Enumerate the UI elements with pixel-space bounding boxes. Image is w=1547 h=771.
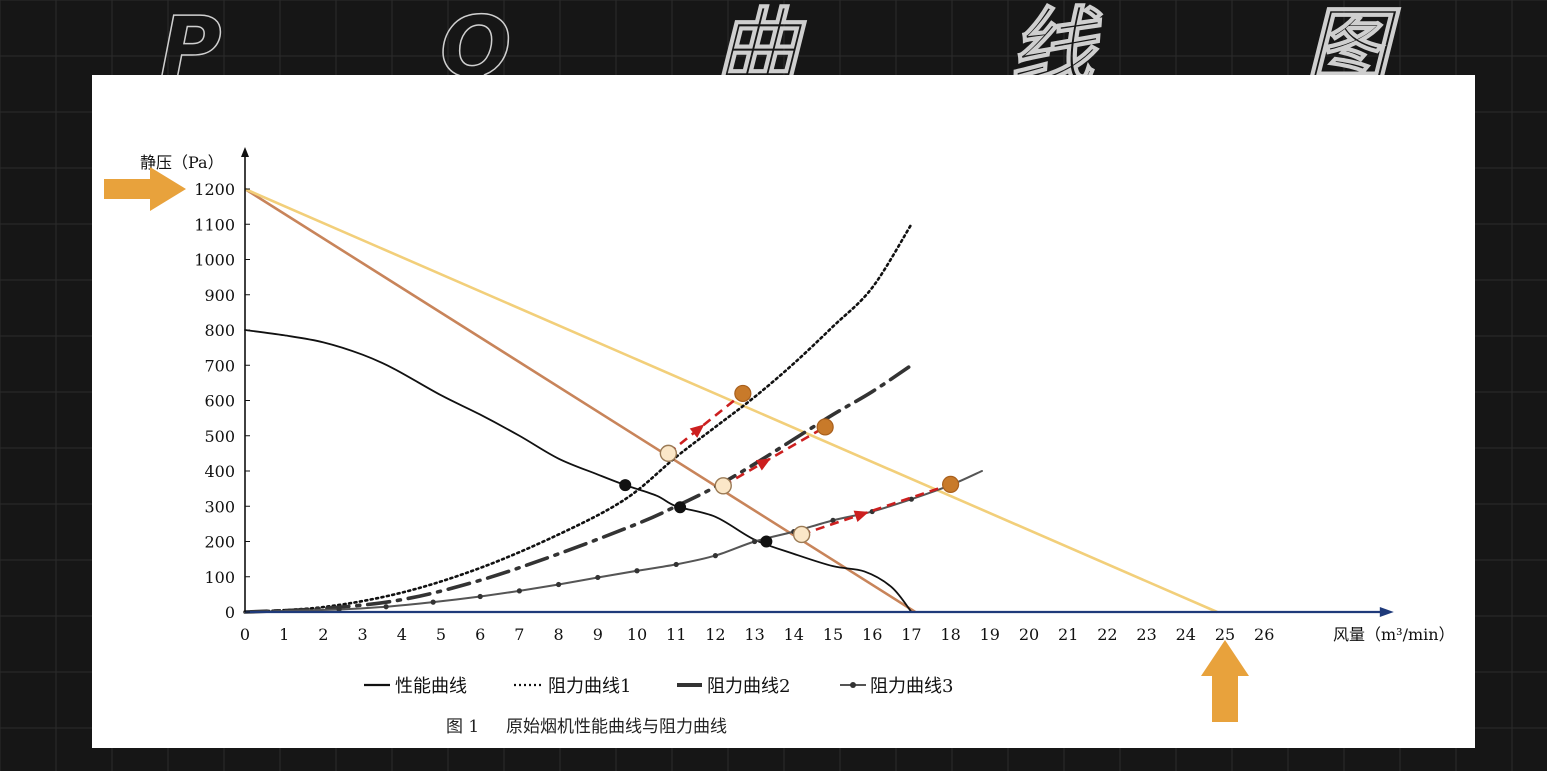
y-axis-arrowhead bbox=[241, 147, 249, 157]
x-tick-label: 9 bbox=[593, 625, 603, 644]
y-tick-label: 600 bbox=[204, 392, 235, 411]
x-axis-label: 风量（m³/min） bbox=[1333, 625, 1455, 644]
banner-char: Q bbox=[439, 0, 512, 75]
legend-label-3: 阻力曲线2 bbox=[707, 676, 790, 697]
x-tick-label: 3 bbox=[358, 625, 368, 644]
legend-label-1: 性能曲线 bbox=[395, 676, 467, 697]
y-tick-label: 1100 bbox=[194, 215, 235, 234]
series-3-marker bbox=[752, 538, 758, 545]
y-tick-label: 1000 bbox=[194, 251, 235, 270]
x-axis-arrowhead bbox=[1379, 607, 1394, 617]
x-tick-label: 0 bbox=[240, 625, 250, 644]
y-tick-label: 0 bbox=[225, 603, 235, 622]
legend-label-4: 阻力曲线3 bbox=[870, 676, 953, 697]
shifted-start-point bbox=[714, 477, 732, 495]
banner-char: 图 bbox=[1304, 0, 1390, 75]
shifted-start-point bbox=[792, 525, 811, 544]
series-3-marker bbox=[430, 599, 436, 605]
figure-panel: 0 1 2 3 4 5 6 7 8 9 10 11 12 13 14 15 16 17 18 19 20 21 22 23 24… bbox=[92, 75, 1475, 748]
y-tick-label: 1200 bbox=[194, 180, 235, 199]
series-3-marker bbox=[830, 517, 836, 523]
x-tick-label: 18 bbox=[940, 625, 960, 644]
y-tick-label: 200 bbox=[204, 533, 235, 552]
shifted-start-point bbox=[659, 444, 678, 463]
y-tick-label: 100 bbox=[204, 568, 235, 587]
y-tick-label: 800 bbox=[204, 321, 235, 340]
figure-caption: 原始烟机性能曲线与阻力曲线 bbox=[506, 717, 727, 737]
x-tick-label: 8 bbox=[554, 625, 564, 644]
x-tick-label: 7 bbox=[514, 625, 524, 644]
y-tick-label: 900 bbox=[204, 286, 235, 305]
shift-arrow-line bbox=[667, 392, 744, 455]
x-tick-label: 21 bbox=[1058, 625, 1078, 644]
figure-number: 图 1 bbox=[446, 717, 479, 737]
series-line-1 bbox=[244, 329, 913, 613]
series-line-3 bbox=[243, 363, 914, 614]
x-tick-label: 5 bbox=[436, 625, 446, 644]
banner-char: P bbox=[159, 0, 222, 75]
series-line-4 bbox=[244, 470, 983, 613]
shift-arrow-head bbox=[689, 424, 705, 438]
series-3-marker bbox=[634, 568, 640, 574]
legend: 性能曲线 阻力曲线1 阻力曲线2 阻力曲线3 bbox=[364, 676, 953, 697]
legend-label-2: 阻力曲线1 bbox=[548, 676, 631, 697]
x-tick-label: 15 bbox=[823, 625, 843, 644]
banner-char: 曲 bbox=[714, 0, 800, 75]
series-line-2 bbox=[243, 222, 913, 614]
series-3-marker bbox=[712, 553, 719, 559]
x-tick-label: 13 bbox=[744, 625, 764, 644]
title-banner: P Q 曲 线 图 bbox=[0, 0, 1547, 75]
shift-arrow-line bbox=[722, 425, 826, 487]
x-tick-label: 12 bbox=[705, 625, 725, 644]
operating-point bbox=[619, 479, 632, 492]
x-tick-label: 23 bbox=[1136, 625, 1156, 644]
x-tick-label: 22 bbox=[1097, 625, 1117, 644]
series-3-marker bbox=[595, 574, 601, 581]
banner-char: 线 bbox=[1009, 0, 1095, 75]
y-tick-label: 300 bbox=[204, 497, 235, 516]
series-3-marker bbox=[908, 496, 915, 502]
new-operating-point bbox=[734, 384, 752, 403]
x-tick-label: 19 bbox=[980, 625, 1000, 644]
operating-point bbox=[760, 535, 773, 548]
x-tick-label: 24 bbox=[1176, 625, 1196, 644]
series-3-marker bbox=[383, 604, 389, 610]
series-3-marker bbox=[516, 588, 522, 594]
x-tick-label: 26 bbox=[1254, 625, 1274, 644]
x-tick-label: 1 bbox=[279, 625, 289, 644]
series-3-marker bbox=[336, 606, 342, 613]
x-tick-label: 16 bbox=[862, 625, 882, 644]
pq-chart: 0 1 2 3 4 5 6 7 8 9 10 11 12 13 14 15 16 17 18 19 20 21 22 23 24… bbox=[140, 147, 1455, 737]
shift-arrow-head bbox=[853, 510, 869, 523]
y-axis-label: 静压（Pa） bbox=[140, 153, 224, 172]
x-tick-label: 6 bbox=[475, 625, 485, 644]
x-tick-label: 4 bbox=[397, 625, 407, 644]
y-tick-label: 500 bbox=[204, 427, 235, 446]
new-performance-line-1 bbox=[244, 187, 917, 614]
x-tick-label: 17 bbox=[901, 625, 921, 644]
shift-arrow-head bbox=[755, 458, 771, 471]
new-operating-point bbox=[816, 418, 834, 436]
x-tick-label: 10 bbox=[627, 625, 647, 644]
x-tick-label: 14 bbox=[784, 625, 804, 644]
x-tick-label: 20 bbox=[1019, 625, 1039, 644]
legend-marker-4 bbox=[850, 682, 856, 688]
y-tick-label: 400 bbox=[204, 462, 235, 481]
new-performance-line-2 bbox=[244, 187, 1218, 614]
y-tick-label: 700 bbox=[204, 356, 235, 375]
series-3-marker bbox=[556, 581, 562, 588]
x-tick-label: 2 bbox=[318, 625, 328, 644]
x-tick-label: 25 bbox=[1215, 625, 1235, 644]
new-operating-point bbox=[941, 475, 960, 493]
series-3-marker bbox=[673, 561, 679, 568]
shift-arrow-line bbox=[801, 483, 952, 536]
operating-point bbox=[674, 501, 687, 514]
x-tick-label: 11 bbox=[666, 625, 686, 644]
series-3-marker bbox=[477, 593, 483, 600]
